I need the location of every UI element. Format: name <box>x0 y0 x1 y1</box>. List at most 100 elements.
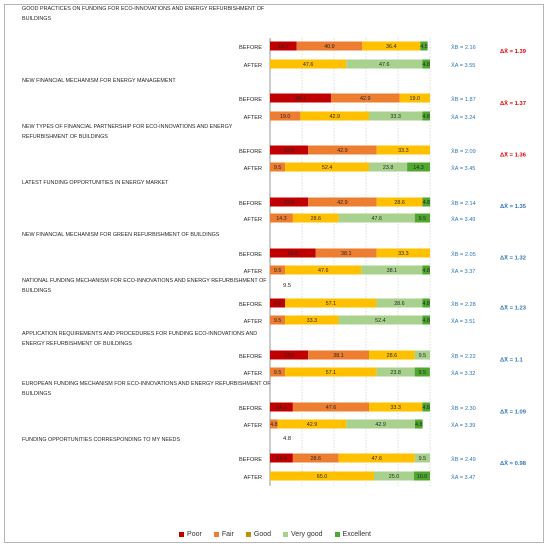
bar-segment <box>414 419 423 429</box>
bar-value-label: 14.3 <box>413 165 424 171</box>
bar-value-label: 9.5 <box>274 268 282 274</box>
bar-value-label: 4.8 <box>422 114 430 120</box>
bar-segment <box>346 59 423 69</box>
bar-segment <box>292 453 339 463</box>
after-row-label: AFTER <box>244 63 262 69</box>
bar-value-label: 28.6 <box>394 301 405 307</box>
bar-value-label: 9.5 <box>419 456 427 462</box>
bar-segment <box>270 41 297 51</box>
bar-segment <box>407 162 430 172</box>
bar-segment <box>308 350 370 360</box>
bar-value-label: 33.3 <box>390 405 401 411</box>
bar-value-label: 33.3 <box>390 114 401 120</box>
bar-segment <box>285 315 339 325</box>
bar-value-label: 23.8 <box>383 165 394 171</box>
bar-value-label: 9.5 <box>274 370 282 376</box>
bar-value-label: 38.1 <box>295 96 306 102</box>
bar-segment <box>374 471 414 481</box>
bar-value-label: 36.4 <box>386 44 397 50</box>
legend-item: Excellent <box>334 531 371 538</box>
bar-segment <box>376 248 430 258</box>
item-title: NEW TYPES OF FINANCIAL PARTNERSHIP FOR E… <box>22 124 233 130</box>
bar-segment <box>422 402 430 412</box>
bar-segment <box>369 350 415 360</box>
bar-value-label: 10.0 <box>417 474 428 480</box>
bar-value-label: 4.8 <box>422 268 430 274</box>
item-title: APPLICATION REQUIREMENTS AND PROCEDURES … <box>22 331 257 337</box>
item-title: EUROPEAN FUNDING MECHANISM FOR ECO-INNOV… <box>22 381 271 387</box>
bar-segment <box>270 93 331 103</box>
bar-value-label: 4.8 <box>270 422 278 428</box>
item-title: REFURBISHMENT OF BUILDINGS <box>22 134 108 140</box>
bar-segment <box>308 197 377 207</box>
after-mean-label: X̄A = 3.51 <box>451 318 475 325</box>
bar-segment <box>330 93 400 103</box>
bar-value-label: 47.6 <box>326 405 337 411</box>
after-mean-label: X̄A = 3.37 <box>451 268 475 275</box>
bar-value-label: 52.4 <box>375 318 386 324</box>
before-mean-label: X̄B = 2.22 <box>451 353 476 360</box>
after-mean-label: X̄A = 3.32 <box>451 370 475 377</box>
bar-value-label: 4.8 <box>415 422 423 428</box>
bar-value-label: 9.5 <box>419 353 427 359</box>
after-mean-label: X̄A = 3.47 <box>451 474 475 481</box>
bar-value-label: 42.9 <box>329 114 340 120</box>
bar-segment <box>285 162 370 172</box>
bar-segment <box>362 41 421 51</box>
bar-segment <box>422 111 430 121</box>
bar-value-label: 23.8 <box>284 353 295 359</box>
bar-value-label: 38.1 <box>333 353 344 359</box>
bar-segment <box>270 248 316 258</box>
bar-segment <box>300 111 370 121</box>
after-row-label: AFTER <box>244 269 262 275</box>
item-title: NEW FINANCIAL MECHANISM FOR ENERGY MANAG… <box>22 78 176 84</box>
legend-item: Poor <box>179 531 202 538</box>
bar-value-label: 23.8 <box>284 148 295 154</box>
external-value-label: 9.5 <box>283 283 291 289</box>
item-title: NATIONAL FUNDING MECHANISM FOR ECO-INNOV… <box>22 278 267 284</box>
legend-swatch <box>334 532 340 537</box>
bar-value-label: 57.1 <box>326 370 337 376</box>
bar-segment <box>338 453 415 463</box>
bar-value-label: 65.0 <box>317 474 328 480</box>
delta-label: ΔX̄ = 1.32 <box>500 255 526 262</box>
before-mean-label: X̄B = 2.28 <box>451 301 476 308</box>
before-row-label: BEFORE <box>239 354 262 360</box>
bar-value-label: 42.9 <box>337 200 348 206</box>
bar-value-label: 47.6 <box>318 268 329 274</box>
item-title: LATEST FUNDING OPPORTUNITIES IN ENERGY M… <box>22 180 169 186</box>
bar-segment <box>414 350 430 360</box>
bar-segment <box>376 367 415 377</box>
before-mean-label: X̄B = 2.14 <box>451 200 476 207</box>
bar-segment <box>285 265 362 275</box>
bar-segment <box>414 367 430 377</box>
bar-value-label: 4.8 <box>422 62 430 68</box>
bar-value-label: 9.5 <box>274 318 282 324</box>
after-mean-label: X̄A = 3.55 <box>451 62 475 69</box>
bar-segment <box>338 213 415 223</box>
bar-segment <box>270 453 293 463</box>
bar-value-label: 47.6 <box>303 62 314 68</box>
after-row-label: AFTER <box>244 475 262 481</box>
before-mean-label: X̄B = 2.16 <box>451 44 476 51</box>
bar-value-label: 42.9 <box>360 96 371 102</box>
bar-segment <box>277 419 347 429</box>
bar-value-label: 47.6 <box>379 62 390 68</box>
bar-segment <box>346 419 415 429</box>
bar-value-label: 42.9 <box>375 422 386 428</box>
item-title: GOOD PRACTICES ON FUNDING FOR ECO-INNOVA… <box>22 6 265 12</box>
legend-item: Very good <box>283 531 323 538</box>
bar-segment <box>308 145 377 155</box>
after-row-label: AFTER <box>244 115 262 121</box>
delta-label: ΔX̄ = 0.98 <box>500 460 527 467</box>
bar-value-label: 42.9 <box>337 148 348 154</box>
bar-segment <box>270 213 293 223</box>
bar-value-label: 4.8 <box>422 318 430 324</box>
delta-label: ΔX̄ = 1.36 <box>500 152 527 159</box>
after-row-label: AFTER <box>244 371 262 377</box>
bar-segment <box>270 197 309 207</box>
before-row-label: BEFORE <box>239 201 262 207</box>
bar-segment <box>361 265 423 275</box>
bar-segment <box>270 471 374 481</box>
